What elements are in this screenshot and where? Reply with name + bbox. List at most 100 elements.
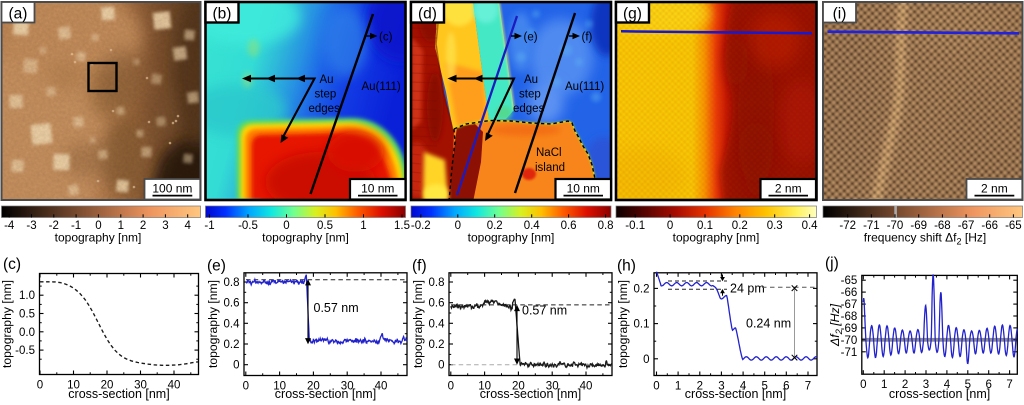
svg-text:(d): (d): [418, 6, 437, 23]
svg-text:-0.5: -0.5: [15, 345, 35, 357]
svg-text:-69: -69: [841, 323, 858, 335]
svg-text:10 nm: 10 nm: [361, 181, 394, 195]
svg-text:Au(111): Au(111): [362, 81, 401, 93]
svg-text:-69: -69: [910, 220, 927, 232]
svg-text:0.2: 0.2: [634, 283, 650, 295]
svg-text:cross-section [nm]: cross-section [nm]: [480, 387, 581, 401]
svg-text:10: 10: [478, 380, 491, 392]
svg-text:20: 20: [307, 380, 320, 392]
svg-text:topography [nm]: topography [nm]: [673, 231, 760, 245]
svg-text:island: island: [535, 162, 565, 174]
svg-text:-71: -71: [841, 347, 858, 359]
svg-text:0.24 nm: 0.24 nm: [746, 317, 791, 331]
svg-text:7: 7: [1006, 379, 1012, 391]
svg-text:0: 0: [283, 220, 289, 232]
svg-text:1: 1: [675, 380, 681, 392]
svg-text:edges: edges: [309, 103, 341, 115]
svg-text:0.2: 0.2: [732, 220, 748, 232]
svg-text:frequency shift Δf2 [Hz]: frequency shift Δf2 [Hz]: [864, 231, 986, 247]
svg-text:20: 20: [101, 379, 114, 391]
svg-text:-0.2: -0.2: [411, 220, 431, 232]
svg-text:NaCl: NaCl: [536, 147, 562, 159]
svg-text:3: 3: [162, 220, 168, 232]
svg-text:step: step: [315, 89, 337, 101]
svg-text:10 nm: 10 nm: [567, 181, 600, 195]
svg-text:topography [nm]: topography [nm]: [0, 280, 14, 368]
svg-text:7: 7: [805, 380, 811, 392]
svg-text:0.4: 0.4: [224, 318, 241, 330]
svg-text:topography [nm]: topography [nm]: [55, 231, 142, 245]
svg-text:3: 3: [718, 380, 724, 392]
svg-text:40: 40: [168, 379, 181, 391]
svg-text:0.6: 0.6: [224, 298, 240, 310]
svg-text:(h): (h): [617, 258, 636, 275]
svg-text:-65: -65: [841, 275, 858, 287]
svg-text:topography [nm]: topography [nm]: [616, 280, 630, 368]
svg-text:-67: -67: [958, 220, 975, 232]
svg-text:1: 1: [360, 220, 366, 232]
svg-text:cross-section [nm]: cross-section [nm]: [685, 387, 786, 401]
svg-text:edges: edges: [513, 103, 545, 115]
svg-text:(a): (a): [9, 6, 28, 23]
svg-text:10: 10: [273, 380, 286, 392]
svg-text:1: 1: [118, 220, 124, 232]
svg-text:topography [nm]: topography [nm]: [206, 280, 220, 368]
svg-text:(f): (f): [582, 32, 593, 44]
svg-text:-68: -68: [934, 220, 951, 232]
svg-text:-1: -1: [204, 220, 214, 232]
svg-text:-1: -1: [71, 220, 81, 232]
svg-text:0.6: 0.6: [561, 220, 577, 232]
svg-text:1: 1: [881, 379, 887, 391]
svg-text:-70: -70: [887, 220, 904, 232]
svg-text:5: 5: [761, 380, 767, 392]
svg-text:0.4: 0.4: [429, 318, 446, 330]
svg-text:30: 30: [134, 379, 147, 391]
svg-text:0: 0: [95, 220, 101, 232]
svg-text:(c): (c): [3, 256, 21, 273]
svg-text:-67: -67: [841, 299, 858, 311]
svg-text:40: 40: [375, 380, 388, 392]
svg-text:step: step: [519, 89, 541, 101]
svg-text:-3: -3: [26, 220, 36, 232]
svg-text:cross-section [nm]: cross-section [nm]: [68, 387, 169, 401]
svg-text:Au: Au: [524, 74, 538, 86]
svg-text:0.57 nm: 0.57 nm: [522, 304, 567, 318]
svg-text:6: 6: [783, 380, 789, 392]
svg-text:1.0: 1.0: [19, 290, 35, 302]
svg-text:4: 4: [944, 379, 951, 391]
svg-text:0: 0: [37, 379, 43, 391]
svg-text:(f): (f): [412, 258, 427, 275]
svg-text:0: 0: [233, 360, 239, 372]
svg-text:0: 0: [448, 380, 454, 392]
svg-text:0.1: 0.1: [634, 319, 650, 331]
svg-text:0.2: 0.2: [429, 339, 445, 351]
svg-text:0.1: 0.1: [697, 220, 713, 232]
svg-text:1.5: 1.5: [394, 220, 410, 232]
svg-text:0.8: 0.8: [598, 220, 614, 232]
svg-text:0: 0: [243, 380, 249, 392]
svg-text:2: 2: [902, 379, 908, 391]
svg-text:2: 2: [140, 220, 146, 232]
svg-text:3: 3: [923, 379, 929, 391]
svg-text:Au(111): Au(111): [565, 81, 604, 93]
svg-text:24 pm: 24 pm: [730, 282, 765, 296]
svg-text:-70: -70: [841, 335, 858, 347]
svg-text:(g): (g): [623, 6, 642, 23]
svg-text:0.3: 0.3: [767, 220, 783, 232]
svg-text:0.0: 0.0: [19, 327, 35, 339]
svg-text:Δf2 [Hz]: Δf2 [Hz]: [828, 303, 845, 347]
svg-text:-65: -65: [1005, 220, 1022, 232]
svg-text:40: 40: [580, 380, 593, 392]
svg-text:0: 0: [455, 220, 461, 232]
svg-text:topography [nm]: topography [nm]: [411, 280, 425, 368]
svg-text:30: 30: [546, 380, 559, 392]
svg-text:0.5: 0.5: [19, 309, 35, 321]
svg-text:0: 0: [643, 354, 649, 366]
svg-text:-68: -68: [841, 311, 858, 323]
svg-text:0: 0: [667, 220, 673, 232]
svg-text:0.5: 0.5: [317, 220, 333, 232]
svg-text:(e): (e): [207, 258, 226, 275]
svg-text:cross-section [nm]: cross-section [nm]: [275, 387, 376, 401]
svg-text:-72: -72: [839, 220, 856, 232]
svg-text:0.4: 0.4: [524, 220, 541, 232]
